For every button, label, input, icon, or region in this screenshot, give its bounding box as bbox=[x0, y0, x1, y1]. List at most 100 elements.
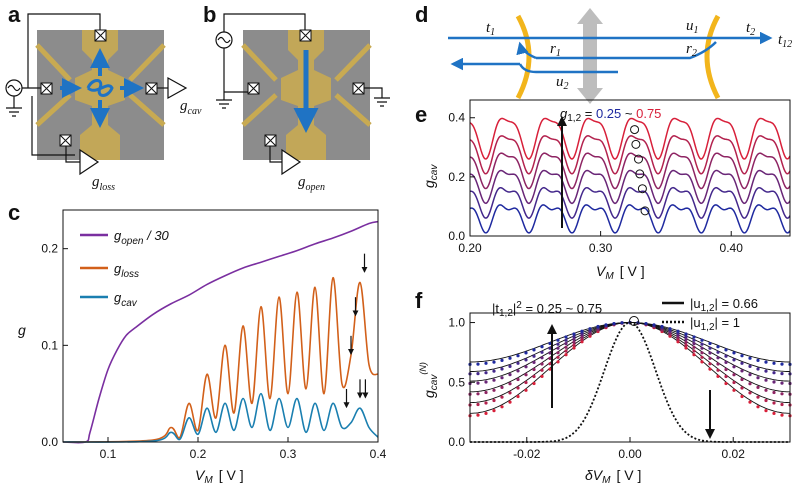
data-point-f bbox=[772, 411, 776, 415]
data-point-f bbox=[764, 378, 768, 382]
data-point-f bbox=[492, 378, 496, 382]
data-point-f bbox=[780, 381, 784, 385]
data-point-f bbox=[540, 356, 544, 360]
legend-label-loss: gloss bbox=[114, 261, 139, 280]
data-point-f bbox=[732, 373, 736, 377]
data-point-f bbox=[708, 362, 712, 366]
data-point-f bbox=[700, 346, 704, 350]
data-point-f bbox=[764, 369, 768, 373]
data-point-f bbox=[756, 385, 760, 389]
data-point-f bbox=[484, 361, 488, 365]
plot-frame bbox=[469, 99, 791, 237]
xlabel-c: VM[ V ] bbox=[195, 467, 244, 486]
series-line-e bbox=[469, 152, 791, 190]
data-point-f bbox=[524, 365, 528, 369]
data-point-f bbox=[748, 400, 752, 404]
legend-f: |u1,2| = 0.66 |u1,2| = 1 bbox=[662, 296, 758, 333]
y-tick-label: 0.0 bbox=[448, 435, 465, 449]
panel-label-c: c bbox=[8, 200, 20, 225]
data-point-f bbox=[508, 391, 512, 395]
data-point-f bbox=[508, 373, 512, 377]
x-tick-label: 0.40 bbox=[720, 241, 744, 255]
series-line-e bbox=[469, 204, 791, 234]
data-point-f bbox=[700, 338, 704, 342]
data-point-f bbox=[532, 381, 536, 386]
data-point-f bbox=[500, 395, 504, 399]
data-point-f bbox=[492, 398, 496, 403]
data-point-f bbox=[700, 342, 704, 346]
data-point-f bbox=[484, 401, 488, 405]
peak-marker-e bbox=[633, 154, 643, 164]
data-point-f bbox=[532, 367, 536, 372]
data-point-f bbox=[772, 361, 776, 365]
schematic-labels-d: t1 t2 t12 r1 r2 u1 u2 bbox=[486, 18, 792, 92]
contact-icons-a bbox=[40, 29, 158, 147]
data-point-f bbox=[692, 342, 696, 346]
data-point-f bbox=[740, 369, 744, 373]
data-point-f bbox=[516, 354, 520, 358]
svg-text:t12: t12 bbox=[778, 32, 792, 50]
data-point-f bbox=[764, 409, 768, 413]
fit-line-f bbox=[470, 322, 790, 414]
data-point-f bbox=[700, 351, 704, 355]
series-line-c-loss bbox=[62, 276, 379, 443]
x-tick-label: 0.00 bbox=[618, 447, 642, 461]
data-point-f bbox=[516, 377, 520, 382]
data-point-f bbox=[572, 346, 576, 350]
data-point-f bbox=[724, 354, 728, 358]
panel-label-d: d bbox=[415, 2, 428, 27]
data-point-f bbox=[684, 335, 688, 339]
peak-marker-e bbox=[637, 184, 647, 194]
plot-frame bbox=[62, 209, 379, 443]
data-point-f bbox=[492, 369, 496, 373]
ylabel-c: g bbox=[18, 322, 26, 338]
data-point-f bbox=[548, 341, 552, 346]
data-point-f bbox=[516, 386, 520, 390]
chart-e: 0.20 0.30 0.40 0.0 0.2 0.4 g1,2 = 0.25 ~ 0.75… bbox=[421, 99, 791, 282]
y-tick-label: 0.5 bbox=[448, 375, 465, 389]
data-point-f bbox=[724, 381, 728, 386]
data-point-f bbox=[756, 405, 760, 409]
data-point-f bbox=[540, 345, 544, 349]
data-point-f bbox=[548, 367, 552, 371]
xlabel-f: δVM[ V ] bbox=[585, 467, 641, 486]
data-point-f bbox=[500, 376, 504, 380]
data-point-f bbox=[780, 362, 784, 366]
data-point-f bbox=[692, 353, 696, 357]
peak-marker-e bbox=[635, 169, 645, 179]
data-point-f bbox=[492, 388, 496, 392]
data-point-f bbox=[572, 337, 576, 341]
data-point-f bbox=[500, 367, 504, 371]
data-point-f bbox=[548, 351, 552, 355]
data-point-f bbox=[716, 350, 720, 354]
x-tick-label: 0.1 bbox=[100, 447, 117, 461]
data-point-f bbox=[748, 373, 752, 377]
data-point-f bbox=[692, 335, 696, 339]
dotted-line-f bbox=[470, 321, 790, 443]
data-point-f bbox=[484, 371, 488, 375]
y-tick-label: 0.4 bbox=[448, 111, 465, 125]
data-point-f bbox=[756, 376, 760, 380]
chart-c: 0.1 0.2 0.3 0.4 0.0 0.1 0.2 gopen / 30 gloss g… bbox=[18, 209, 387, 486]
data-point-f bbox=[772, 371, 776, 375]
data-point-f bbox=[620, 321, 624, 325]
data-point-f bbox=[684, 343, 688, 347]
legend-c: gopen / 30 gloss gcav bbox=[80, 228, 170, 309]
data-point-f bbox=[508, 356, 512, 360]
data-point-f bbox=[500, 405, 504, 409]
y-tick-label: 0.2 bbox=[448, 170, 465, 184]
data-point-f bbox=[540, 368, 544, 372]
data-point-f bbox=[708, 341, 712, 346]
svg-text:r2: r2 bbox=[686, 41, 697, 59]
legend-label-cav: gcav bbox=[114, 290, 138, 309]
data-point-f bbox=[692, 338, 696, 342]
data-point-f bbox=[716, 374, 720, 378]
data-point-f bbox=[580, 340, 584, 344]
data-point-f bbox=[604, 323, 608, 327]
data-point-f bbox=[740, 361, 744, 365]
data-point-f bbox=[556, 360, 560, 364]
data-point-f bbox=[676, 340, 680, 344]
data-point-f bbox=[524, 388, 528, 392]
peak-marker-e bbox=[631, 139, 641, 149]
data-point-f bbox=[556, 355, 560, 359]
